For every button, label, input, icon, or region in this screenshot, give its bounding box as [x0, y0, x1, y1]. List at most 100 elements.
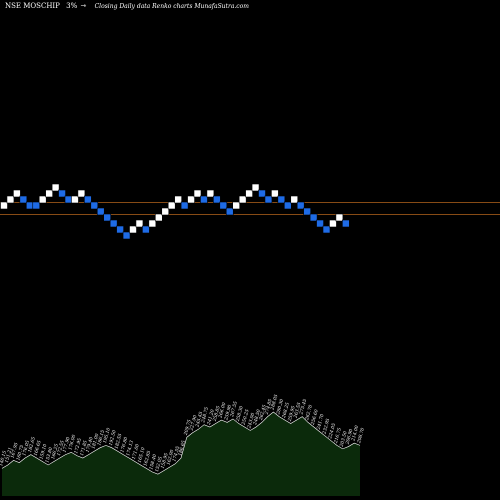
volume-value-label: 267.55	[229, 401, 239, 419]
renko-brick-up	[232, 201, 240, 210]
renko-brick-down	[219, 201, 228, 210]
renko-brick-down	[264, 195, 273, 204]
renko-brick-down	[58, 189, 66, 198]
renko-brick-up	[335, 213, 344, 222]
volume-value-label: 166.65	[33, 440, 43, 457]
renko-brick-up	[71, 195, 79, 204]
volume-value-label: 172.95	[73, 437, 83, 454]
volume-line	[1, 411, 361, 475]
volume-value-label: 162.85	[142, 450, 152, 467]
volume-value-label: 268.25	[281, 402, 291, 420]
renko-brick-down	[19, 195, 28, 204]
volume-value-label: 162.00	[166, 449, 176, 466]
renko-brick-down	[225, 207, 234, 216]
renko-brick-up	[155, 213, 163, 222]
volume-value-label: 182.55	[114, 433, 124, 450]
volume-value-label: 174.55	[171, 445, 181, 462]
volume-value-label: 186.65	[177, 440, 187, 457]
renko-brick-down	[122, 231, 131, 240]
volume-value-label: 263.55	[292, 402, 302, 420]
renko-brick-down	[296, 201, 305, 210]
renko-brick-down	[322, 225, 331, 234]
renko-brick-down	[103, 213, 111, 222]
renko-brick-up	[290, 195, 299, 204]
volume-value-label: 172.55	[56, 440, 66, 457]
volume-value-label: 158.95	[160, 452, 170, 469]
volume-value-label: 151.21	[4, 447, 14, 464]
renko-brick-down	[277, 195, 286, 204]
volume-value-label: 224.05	[327, 422, 337, 440]
renko-brick-down	[316, 219, 324, 228]
ticker-label: NSE MOSCHIP	[5, 2, 60, 10]
volume-value-label: 259.90	[223, 404, 233, 422]
volume-value-label: 216.75	[333, 427, 343, 445]
volume-value-label: 250.25	[240, 409, 250, 427]
renko-brick-down	[64, 195, 73, 204]
volume-value-label: 243.00	[246, 412, 256, 430]
volume-value-label: 174.13	[125, 440, 135, 457]
renko-bricks	[0, 183, 350, 240]
volume-value-label: 177.90	[62, 436, 72, 453]
volume-value-label: 159.10	[39, 443, 49, 460]
renko-brick-up	[251, 183, 260, 192]
volume-value-label: 206.90	[344, 428, 354, 446]
renko-brick-up	[187, 195, 195, 204]
volume-value-label: 275.45	[298, 398, 308, 416]
renko-brick-up	[245, 189, 253, 198]
change-label: 3%	[66, 2, 77, 10]
reference-lines	[0, 202, 500, 215]
renko-brick-up	[148, 219, 157, 228]
renko-brick-up	[174, 195, 182, 204]
renko-brick-up	[329, 219, 337, 228]
renko-brick-down	[200, 195, 208, 204]
volume-value-label: 203.50	[339, 430, 349, 448]
volume-value-label: 165.10	[137, 447, 147, 464]
renko-brick-up	[271, 189, 279, 198]
renko-brick-up	[167, 201, 176, 210]
renko-brick-down	[32, 201, 41, 210]
volume-value-label: 241.70	[315, 413, 325, 431]
renko-brick-up	[161, 207, 170, 216]
chart-subtitle: Closing Daily data Renko charts MunafaSu…	[95, 3, 250, 10]
renko-brick-down	[116, 225, 124, 234]
volume-value-label: 258.30	[235, 405, 245, 423]
renko-brick-down	[342, 219, 350, 228]
volume-value-label: 232.95	[321, 418, 331, 436]
renko-brick-down	[303, 207, 311, 216]
renko-brick-down	[180, 201, 189, 210]
volume-value-label: 262.70	[304, 404, 314, 422]
renko-brick-down	[90, 201, 99, 210]
volume-value-label: 258.85	[212, 405, 222, 423]
volume-value-label: 158.40	[148, 453, 158, 470]
chart-title: NSE MOSCHIP 3% ⇾ Closing Daily data Renk…	[5, 2, 249, 10]
volume-value-label: 192.50	[108, 429, 118, 446]
volume-value-label: 166.25	[50, 443, 60, 460]
volume-value-label: 256.60	[310, 409, 320, 427]
renko-brick-up	[51, 183, 60, 192]
volume-value-label: 182.65	[27, 436, 37, 453]
volume-value-label: 176.00	[67, 434, 77, 451]
renko-brick-up	[6, 195, 15, 204]
volume-value-label: 248.50	[252, 409, 262, 427]
renko-brick-up	[135, 219, 144, 228]
volume-value-label: 153.80	[44, 447, 54, 464]
volume-value-label: 181.00	[91, 433, 101, 450]
volume-value-label: 280.30	[275, 398, 285, 416]
volume-value-label: 179.40	[85, 436, 95, 453]
volume-value-label: 227.90	[188, 414, 198, 432]
renko-brick-up	[13, 189, 21, 198]
volume-area	[2, 412, 360, 496]
renko-brick-up	[38, 195, 47, 204]
volume-value-label: 248.75	[200, 406, 210, 424]
volume-value-label: 262.45	[258, 404, 268, 422]
renko-brick-up	[45, 189, 53, 198]
volume-value-label: 160.75	[15, 444, 25, 461]
renko-brick-down	[25, 201, 34, 210]
volume-value-label: 171.00	[131, 443, 141, 460]
volume-value-label: 259.95	[287, 405, 297, 423]
renko-brick-up	[193, 189, 202, 198]
renko-brick-up	[0, 201, 8, 210]
renko-brick-up	[77, 189, 86, 198]
